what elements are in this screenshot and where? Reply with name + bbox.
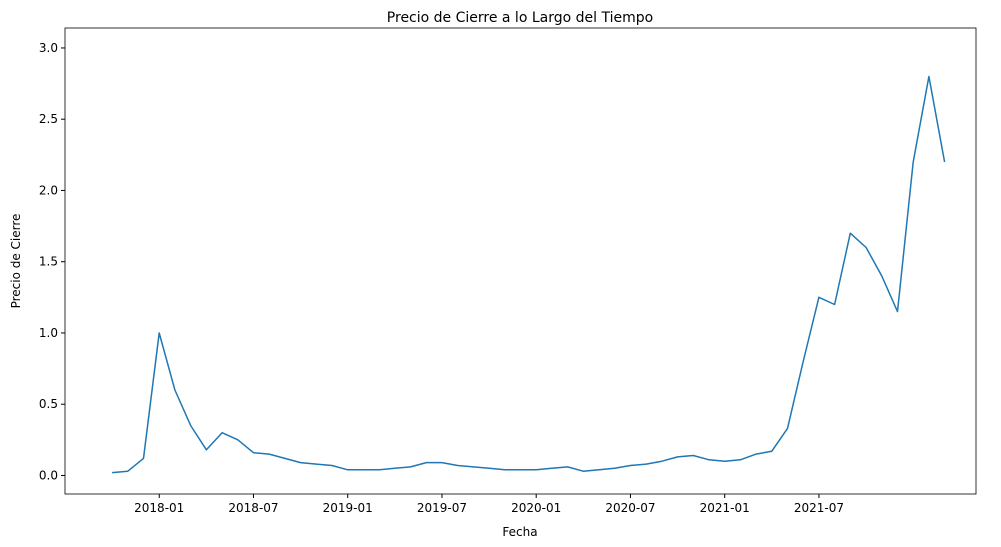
x-tick-label: 2020-07 bbox=[605, 501, 655, 515]
y-tick-label: 3.0 bbox=[39, 41, 58, 55]
x-tick-label: 2018-07 bbox=[228, 501, 278, 515]
x-tick-label: 2021-07 bbox=[794, 501, 844, 515]
y-tick-label: 2.5 bbox=[39, 112, 58, 126]
y-tick-label: 0.0 bbox=[39, 468, 58, 482]
x-tick-label: 2021-01 bbox=[700, 501, 750, 515]
y-tick-label: 0.5 bbox=[39, 397, 58, 411]
x-tick-label: 2019-07 bbox=[417, 501, 467, 515]
y-axis-label: Precio de Cierre bbox=[9, 214, 23, 309]
y-tick-label: 1.0 bbox=[39, 326, 58, 340]
x-tick-label: 2020-01 bbox=[511, 501, 561, 515]
y-tick-label: 2.0 bbox=[39, 183, 58, 197]
chart-title: Precio de Cierre a lo Largo del Tiempo bbox=[387, 10, 653, 26]
x-tick-label: 2019-01 bbox=[323, 501, 373, 515]
plot-frame bbox=[64, 27, 977, 495]
x-tick-label: 2018-01 bbox=[134, 501, 184, 515]
y-tick-label: 1.5 bbox=[39, 255, 58, 269]
x-axis-label: Fecha bbox=[502, 525, 537, 539]
line-series bbox=[112, 75, 946, 474]
